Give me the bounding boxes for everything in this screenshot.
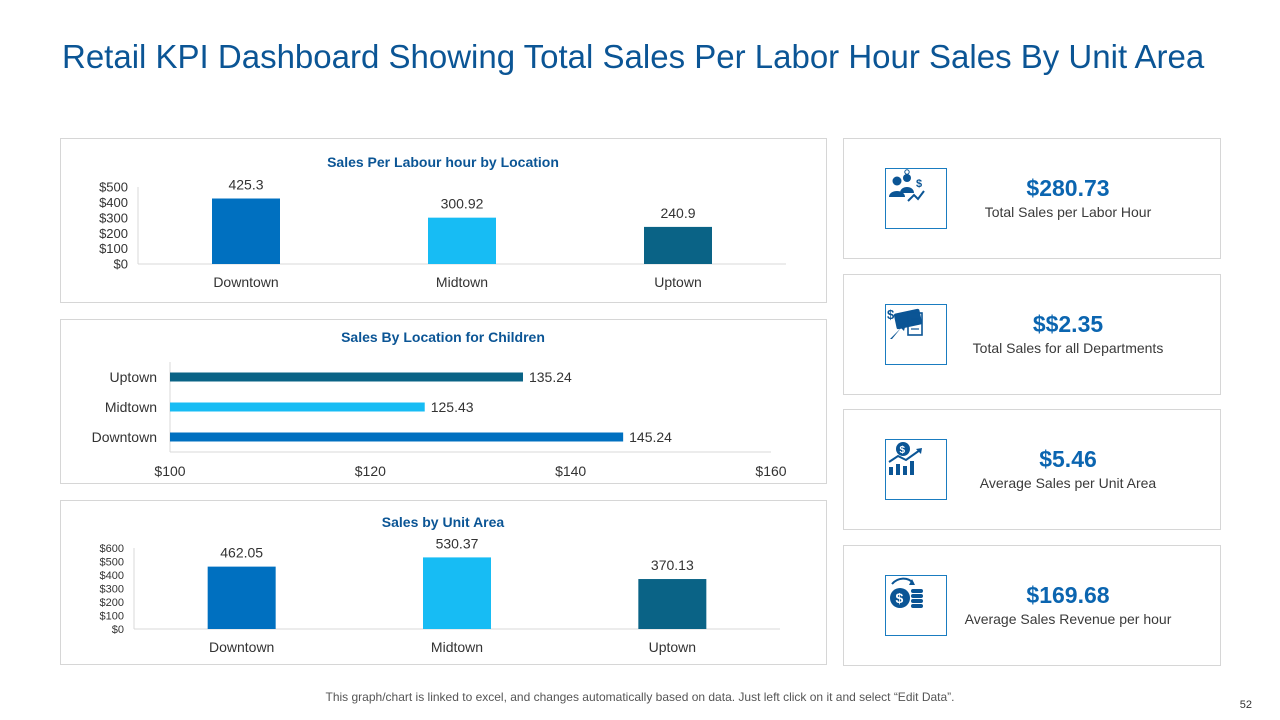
y-tick-label: Midtown [105,399,157,415]
bar [638,579,707,629]
bar [423,557,491,629]
kpi-value: $$2.35 [1032,311,1104,337]
data-label: 462.05 [220,545,263,561]
kpi-value: $5.46 [1039,446,1097,472]
x-tick-label: $120 [355,463,386,479]
svg-text:$: $ [896,590,904,606]
page-title: Retail KPI Dashboard Showing Total Sales… [62,38,1205,75]
page-number: 52 [1239,699,1252,711]
x-tick-label: $140 [555,463,586,479]
x-tick-label: Downtown [213,274,278,290]
growth-chart-icon: $ [885,439,947,500]
y-tick-label: $0 [114,257,128,272]
y-tick-label: $400 [99,195,128,210]
data-label: 300.92 [441,196,484,212]
bar [170,372,523,382]
chart-sales-per-labour-hour: Sales Per Labour hour by Location$0$100$… [99,154,786,290]
chart-sales-by-unit-area: Sales by Unit Area $0 $100$200 $300$400 $500… [100,514,780,655]
bar [212,198,280,264]
kpi-label: Average Sales per Unit Area [979,475,1157,491]
x-tick-label: Uptown [649,639,696,655]
data-label: 145.24 [629,429,672,445]
x-tick-label: $100 [154,463,185,479]
y-tick-label: $100 [100,610,124,622]
y-tick-label: $400 [100,570,124,582]
kpi-value: $280.73 [1026,175,1110,201]
people-money-icon: $ [885,168,947,229]
kpi-card-average-sales-revenue-hour: $ $169.68 Average Sales Revenue per hour [843,545,1221,666]
x-tick-label: Midtown [431,639,483,655]
kpi-card-total-sales-all-departments: $ $$2.35 Total Sales for all Departments [843,274,1221,395]
y-tick-label: Downtown [92,429,157,445]
x-tick-label: $160 [755,463,786,479]
kpi-label: Total Sales per Labor Hour [984,204,1152,220]
kpi-card-average-sales-unit-area: $ $5.46 Average Sales per Unit Area [843,409,1221,530]
y-tick-label: $200 [99,226,128,241]
svg-text:$: $ [900,445,906,456]
y-tick-label: $500 [99,180,128,195]
data-label: 125.43 [431,399,474,415]
bar [170,402,425,412]
chart-panel-sales-by-location-children[interactable]: Sales By Location for Children $100 $120 $1… [60,319,827,484]
chart-sales-by-location-children: Sales By Location for Children $100 $120 $1… [92,329,787,479]
data-label: 370.13 [651,557,694,573]
bar [170,432,624,442]
x-tick-label: Midtown [436,274,488,290]
kpi-value: $169.68 [1026,582,1110,608]
data-label: 135.24 [529,369,572,385]
chart-panel-sales-by-unit-area[interactable]: Sales by Unit Area $0 $100 $200 $300 $400 $500… [60,500,827,665]
data-label: 530.37 [436,535,479,551]
x-tick-label: Uptown [654,274,701,290]
svg-text:$: $ [916,178,922,190]
chart-title: Sales by Unit Area [382,514,505,530]
chart-title: Sales Per Labour hour by Location [327,154,559,170]
data-label: 240.9 [660,205,695,221]
bar [207,566,276,629]
svg-text:$: $ [887,307,895,322]
y-tick-label: $300 [100,583,124,595]
y-tick-label: $600 [100,543,124,555]
y-tick-label: Uptown [110,369,157,385]
data-label: 425.3 [228,177,263,193]
chart-panel-sales-per-labour-hour[interactable]: Sales Per Labour hour by Location $0 $100 $… [60,138,827,303]
y-tick-label: $300 [99,210,128,225]
x-tick-label: Downtown [209,639,274,655]
y-tick-label: $500 [100,556,124,568]
y-tick-label: $100 [99,241,128,256]
kpi-card-sales-per-labor-hour: $ $280.73 Total Sales per Labor Hour [843,138,1221,259]
coins-stack-icon: $ [885,575,947,636]
bar [644,226,712,264]
y-tick-label: $200 [100,597,124,609]
footer-note: This graph/chart is linked to excel, and… [325,690,955,704]
kpi-label: Average Sales Revenue per hour [964,611,1172,627]
y-tick-label: $0 [112,624,124,636]
bar [428,217,496,264]
cash-tag-icon: $ [885,304,947,365]
kpi-label: Total Sales for all Departments [972,340,1164,356]
chart-title: Sales By Location for Children [341,329,545,345]
